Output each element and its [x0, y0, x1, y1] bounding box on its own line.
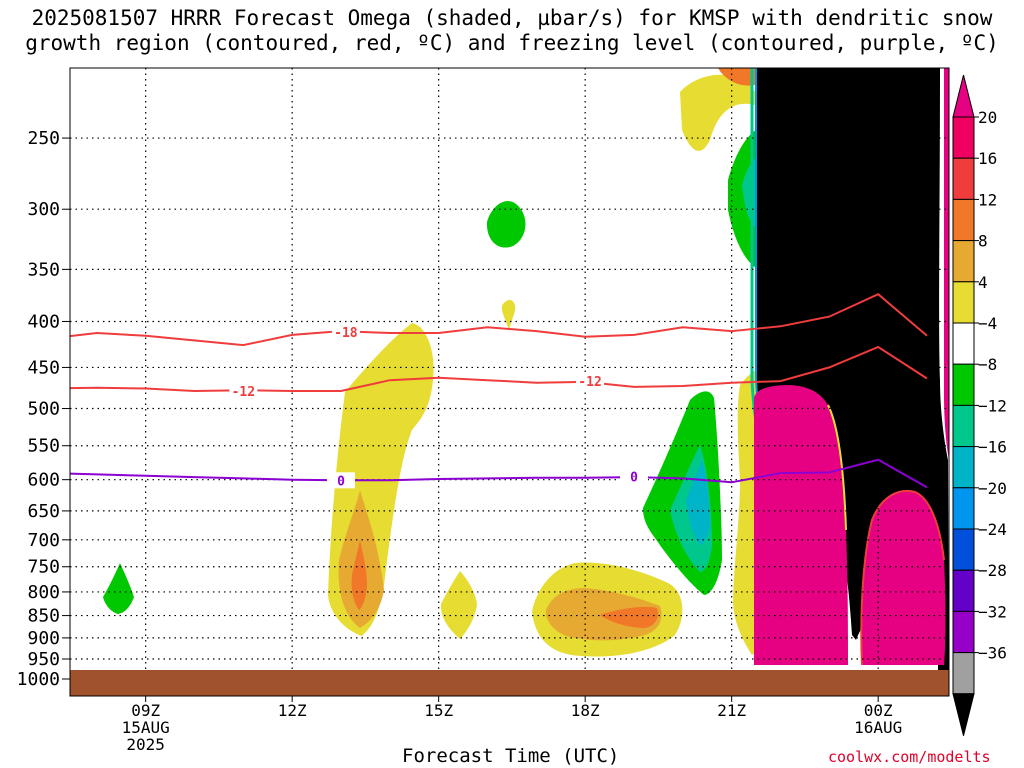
y-tick-label: 1000	[17, 669, 60, 690]
colorbar-swatch	[952, 446, 975, 489]
x-tick-label: 09Z	[131, 701, 160, 720]
y-tick-label: 300	[27, 199, 60, 220]
contour-label-bg	[327, 472, 355, 489]
omega-shade-orange	[351, 540, 367, 610]
colorbar-swatch	[952, 157, 975, 200]
contour-lines: -18 -12 -12 0 0	[70, 293, 928, 489]
x-tick-label: 15Z	[424, 701, 453, 720]
y-tick-label: 550	[27, 436, 60, 457]
colorbar-label: 4	[978, 273, 988, 292]
y-tick-label: 850	[27, 606, 60, 627]
x-tick-label: 21Z	[717, 701, 746, 720]
chart-title: 2025081507 HRRR Forecast Omega (shaded, …	[0, 6, 1024, 56]
omega-shade-green	[728, 130, 756, 268]
y-tick-label: 950	[27, 649, 60, 670]
omega-shade-magenta-edge	[860, 490, 945, 666]
colorbar-label: 8	[978, 232, 988, 251]
colorbar-label: −8	[978, 355, 997, 374]
colorbar-swatch	[952, 404, 975, 448]
x-tick-label: 12Z	[278, 701, 307, 720]
credit-text: coolwx.com/modelts	[828, 748, 991, 766]
contour-label: -12	[578, 375, 601, 390]
colorbar-swatch	[952, 569, 975, 612]
contour-label: -18	[334, 326, 358, 341]
y-tick-label: 600	[27, 470, 60, 491]
plot-frame	[69, 67, 950, 697]
omega-shade-green	[486, 201, 526, 248]
x-tick-label: 16AUG	[854, 718, 902, 737]
omega-shade-yellow	[501, 300, 516, 330]
y-tick-label: 800	[27, 582, 60, 603]
plot-area: -18 -12 -12 0 0	[70, 68, 949, 696]
colorbar-top-cap	[952, 74, 975, 118]
colorbar-swatch	[952, 652, 975, 695]
x-tick-label: 18Z	[571, 701, 600, 720]
omega-shade-yellow	[680, 74, 755, 151]
omega-shading	[103, 68, 949, 696]
colorbar-swatch	[952, 116, 975, 159]
y-tick-label: 500	[27, 399, 60, 420]
colorbar-label: −12	[978, 396, 1007, 415]
omega-shade-magenta	[754, 385, 848, 665]
y-tick-label: 700	[27, 530, 60, 551]
y-tick-label: 650	[27, 501, 60, 522]
colorbar-label: −36	[978, 644, 1007, 663]
colorbar-label: 12	[978, 190, 997, 209]
colorbar-swatch	[952, 240, 975, 283]
y-tick-label: 250	[27, 128, 60, 149]
y-tick-label: 400	[27, 311, 60, 332]
omega-shade-orange	[600, 606, 658, 628]
colorbar-label: −20	[978, 479, 1007, 498]
omega-shade-magenta	[861, 490, 946, 665]
colorbar-swatch	[952, 487, 975, 530]
title-line-2: growth region (contoured, red, ºC) and f…	[25, 31, 999, 55]
contour-label-bg	[331, 324, 360, 341]
omega-shade-orange	[718, 68, 755, 86]
y-tick-label: 350	[27, 259, 60, 280]
contour-line	[70, 458, 928, 489]
contour-label-bg	[620, 468, 648, 485]
x-axis-label: Forecast Time (UTC)	[402, 745, 620, 767]
contour-label: -12	[232, 385, 255, 400]
colorbar-label: 16	[978, 149, 997, 168]
x-tick-label: 15AUG	[122, 718, 170, 737]
contour-label-bg	[229, 382, 258, 399]
omega-shade-cyan	[686, 460, 710, 545]
ground-surface	[70, 670, 949, 696]
colorbar-swatch	[952, 198, 975, 242]
y-tick-label: 750	[27, 557, 60, 578]
colorbar-label: −28	[978, 561, 1007, 580]
colorbar-swatch	[952, 610, 975, 654]
colorbar-label: −4	[978, 314, 997, 333]
y-axis: 2503003504004505005506006507007508008509…	[17, 128, 70, 690]
x-tick-label: 2025	[126, 735, 165, 754]
colorbar-swatch	[952, 363, 975, 406]
colorbar-label: −16	[978, 438, 1007, 457]
contour-label-bg	[576, 373, 605, 390]
colorbar-label: −32	[978, 602, 1007, 621]
contour-label: 0	[337, 474, 345, 489]
omega-shade-yellow	[440, 571, 477, 639]
colorbar: 20 16 12 8 4 −4 −8 −12 −16 −20 −24 −28 −32 −36	[952, 74, 1007, 736]
colorbar-bottom-cap	[952, 693, 975, 736]
contour-line	[70, 293, 928, 347]
y-tick-label: 900	[27, 628, 60, 649]
omega-shade-green	[103, 563, 134, 614]
colorbar-swatch	[952, 322, 975, 365]
x-tick-label: 00Z	[864, 701, 893, 720]
colorbar-swatch	[952, 528, 975, 571]
omega-shade-magenta	[944, 68, 949, 460]
colorbar-label: −24	[978, 520, 1007, 539]
y-tick-label: 450	[27, 357, 60, 378]
colorbar-label: 20	[978, 108, 997, 127]
contour-line	[70, 345, 928, 393]
omega-shade-magenta-edge	[827, 404, 847, 531]
title-line-1: 2025081507 HRRR Forecast Omega (shaded, …	[31, 6, 993, 30]
colorbar-swatch	[952, 281, 975, 324]
contour-label: 0	[630, 470, 638, 485]
